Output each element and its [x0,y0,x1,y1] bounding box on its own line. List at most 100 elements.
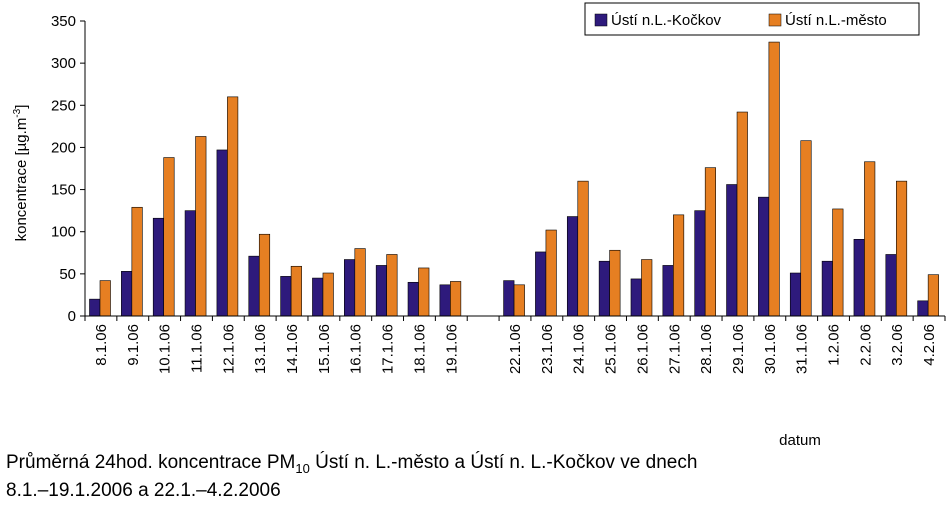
legend: Ústí n.L.-Kočkov Ústí n.L.-město [584,2,920,36]
bar-kockov [121,271,133,317]
bar-mesto [832,208,844,317]
bar-kockov [630,278,642,317]
bar-kockov [344,259,356,317]
y-tick-label: 350 [51,13,76,30]
x-tick-label: 8.1.06 [93,324,110,366]
x-tick-label: 12.1.06 [220,324,237,374]
bar-mesto [131,206,143,317]
bar-mesto [673,214,685,317]
bar-mesto [545,229,557,317]
bar-chart: 0 50 100 150 200 250 300 350 8.1.06 9.1.06 10.1.06… [12,2,946,449]
bar-mesto [704,167,716,317]
legend-label-mesto: Ústí n.L.-město [785,12,887,29]
x-tick-label: 26.1.06 [634,324,651,374]
bar-mesto [195,136,207,317]
bar-kockov [216,149,228,317]
bar-mesto [322,272,334,317]
bar-kockov [758,196,770,317]
y-tick-label: 150 [51,182,76,199]
y-tick-label: 300 [51,55,76,72]
bar-mesto [386,254,398,317]
x-tick-label: 11.1.06 [188,324,205,373]
bar-kockov [821,260,833,317]
bar-kockov [184,210,196,317]
bar-kockov [152,217,165,317]
x-tick-label: 3.2.06 [889,324,906,366]
bar-kockov [885,254,897,317]
legend-box [584,2,920,36]
x-tick-label: 30.1.06 [762,324,779,374]
bar-mesto [864,161,876,317]
bar-kockov [917,300,929,317]
plot-area: 0 50 100 150 200 250 300 350 8.1.06 9.1.06 10.1.06… [51,13,946,374]
x-tick-label: 25.1.06 [603,324,620,374]
x-tick-label: 29.1.06 [730,324,747,374]
x-tick-label: 28.1.06 [698,324,715,374]
bar-mesto [418,267,430,317]
bar-mesto [513,284,525,317]
bar-mesto [227,96,239,317]
bar-kockov [726,184,738,317]
x-tick-label: 27.1.06 [666,324,683,374]
bar-kockov [598,260,610,317]
bar-mesto [354,248,366,317]
bar-kockov [694,210,706,317]
bar-kockov [535,251,547,317]
x-tick-label: 4.2.06 [921,324,938,366]
bar-mesto [577,180,589,317]
bar-kockov [439,284,451,317]
caption-line-1: Průměrná 24hod. koncentrace PM10 Ústí n.… [6,452,936,480]
bar-mesto [641,259,653,317]
bar-kockov [89,298,101,317]
legend-swatch-mesto [768,13,782,27]
legend-swatch-kockov [594,13,608,27]
bar-mesto [258,233,271,317]
caption-text-b: Ústí n. L.-město a Ústí n. L.-Kočkov ve … [309,452,698,473]
bar-kockov [248,255,260,317]
y-axis-label-end: ] [13,105,30,109]
x-tick-label: 31.1.06 [794,324,811,374]
bar-kockov [280,276,292,317]
x-axis-label: datum [779,432,821,449]
bar-mesto [609,249,621,317]
y-axis-label: koncentrace [µg.m-3] [12,105,30,242]
legend-label-kockov: Ústí n.L.-Kočkov [611,12,722,29]
bar-mesto [768,41,780,317]
caption-text-a: Průměrná 24hod. koncentrace PM [6,452,296,473]
y-axis-label-main: koncentrace [µg.m [13,118,30,242]
bar-kockov [375,265,387,317]
y-tick-label: 50 [59,266,76,283]
bar-mesto [450,281,462,317]
y-tick-label: 0 [68,308,76,325]
x-tick-label: 24.1.06 [571,324,588,374]
x-tick-label: 2.2.06 [857,324,874,366]
bar-mesto [163,157,175,317]
x-tick-label: 17.1.06 [380,324,397,374]
figure-caption: Průměrná 24hod. koncentrace PM10 Ústí n.… [6,452,936,502]
y-tick-label: 100 [51,224,76,241]
x-tick-label: 10.1.06 [157,324,174,374]
bar-mesto [895,180,908,317]
bar-mesto [99,280,111,317]
bar-mesto [927,274,939,317]
bar-kockov [662,265,674,317]
bar-kockov [312,277,324,317]
y-tick-label: 250 [51,97,76,114]
x-tick-label: 14.1.06 [284,324,301,374]
bar-kockov [566,216,579,317]
bar-kockov [503,280,515,317]
bar-mesto [800,140,812,317]
x-tick-label: 23.1.06 [539,324,556,374]
bar-kockov [853,239,865,317]
bar-mesto [290,265,302,317]
caption-subscript: 10 [295,460,310,476]
y-axis-label-sup: -3 [12,108,23,117]
x-tick-label: 19.1.06 [443,324,460,374]
bar-kockov [789,272,802,317]
bar-mesto [736,111,748,317]
x-tick-label: 13.1.06 [252,324,269,374]
x-tick-label: 9.1.06 [125,324,142,366]
x-tick-label: 18.1.06 [411,324,428,374]
x-tick-label: 15.1.06 [316,324,333,374]
y-tick-label: 200 [51,139,76,156]
